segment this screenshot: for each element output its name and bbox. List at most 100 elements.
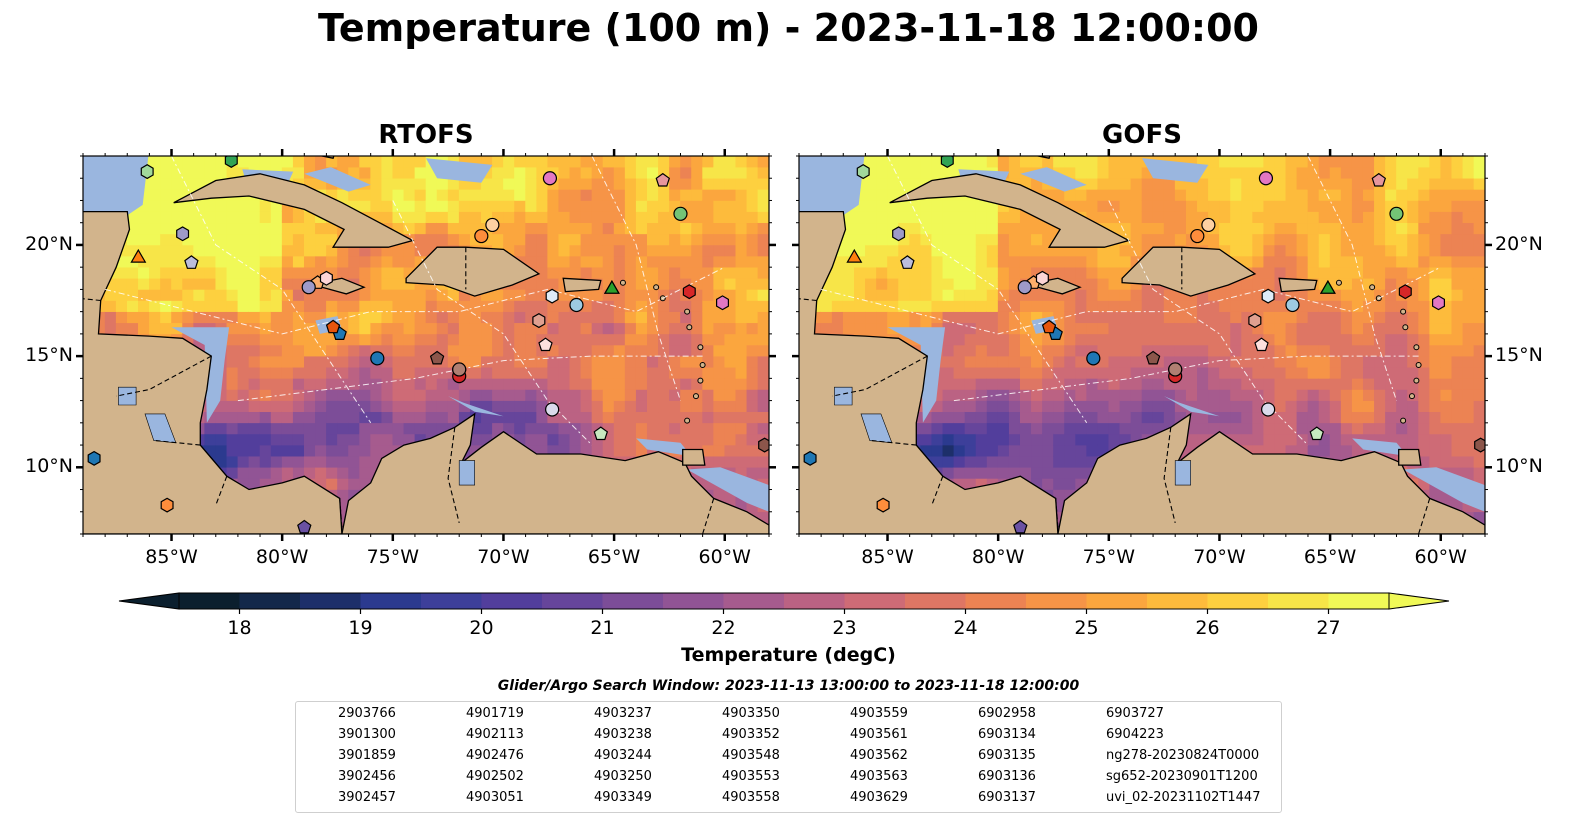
colorbar-tick-label: 21 <box>590 617 615 639</box>
map-marker-4903244 <box>673 206 688 221</box>
y-tick-label: 15°N <box>25 344 73 367</box>
map-marker-4903563 <box>184 255 199 269</box>
map-marker-sg652-20230901T1200 <box>846 248 863 263</box>
island <box>686 324 693 331</box>
island <box>1369 284 1376 291</box>
colorbar-segment <box>784 593 845 609</box>
island <box>619 279 626 286</box>
colorbar-tick-label: 26 <box>1195 617 1220 639</box>
map-marker-4903558 <box>319 270 333 286</box>
map-marker-3901300 <box>87 450 101 466</box>
map-marker-6903136 <box>532 313 546 329</box>
country-border <box>447 427 460 524</box>
island <box>697 377 704 384</box>
land <box>1278 277 1318 293</box>
island <box>1400 417 1407 424</box>
island <box>1408 393 1415 400</box>
x-tick-label: 80°W <box>255 546 309 568</box>
x-tick-label: 65°W <box>587 546 641 568</box>
colorbar-segment <box>1328 593 1390 609</box>
shallow-water <box>1142 158 1209 183</box>
colorbar <box>118 592 1450 614</box>
colorbar-tick-label: 22 <box>711 617 736 639</box>
island <box>1402 324 1409 331</box>
colorbar-label: Temperature (degC) <box>681 644 896 666</box>
map-panel-rtofs <box>76 149 776 541</box>
observation-markers <box>87 156 769 534</box>
country-border <box>215 476 228 506</box>
colorbar-segment <box>965 593 1027 609</box>
map-marker-4903559 <box>1013 519 1028 534</box>
map-marker-3901300 <box>803 450 817 466</box>
legend-entry-label: 3901300 <box>338 727 396 742</box>
map-marker-4902113 <box>474 228 489 244</box>
map-marker-4903244 <box>1389 206 1404 221</box>
colorbar-segment <box>723 593 785 609</box>
island <box>699 362 706 369</box>
map-marker-6902958 <box>758 437 769 453</box>
map-marker-uvi_02-20231102T1447 <box>1319 279 1336 294</box>
boundary-line <box>171 156 372 424</box>
map-marker-4903250 <box>856 164 870 180</box>
x-tick-label: 70°W <box>477 546 530 568</box>
legend-entry-label: 6902958 <box>978 706 1036 721</box>
map-marker-4901719 <box>1041 319 1057 334</box>
legend-entry-label: 4901719 <box>466 706 524 721</box>
map-marker-4902476 <box>160 497 174 513</box>
map-marker-6904223 <box>1431 295 1446 311</box>
shallow-water <box>426 158 493 183</box>
observation-markers <box>803 156 1485 534</box>
island <box>1335 279 1342 286</box>
legend-entry-label: 6903134 <box>978 727 1036 742</box>
country-border <box>931 476 944 506</box>
map-marker-4903237 <box>224 156 238 168</box>
y-tick-label: 10°N <box>1495 455 1543 478</box>
map-marker-4903352 <box>682 284 696 300</box>
colorbar-segment <box>663 593 724 609</box>
island <box>684 308 691 315</box>
y-tick-label: 10°N <box>25 455 73 478</box>
x-tick-label: 70°W <box>1193 546 1246 568</box>
search-window-text: Glider/Argo Search Window: 2023-11-13 13… <box>497 678 1080 694</box>
map-frame <box>798 155 1486 535</box>
map-marker-3902457 <box>1261 288 1275 304</box>
colorbar-segment <box>421 593 482 609</box>
boundary-line <box>820 266 1441 335</box>
legend-entry-label: 6903727 <box>1106 706 1164 721</box>
island <box>684 417 691 424</box>
x-tick-label: 75°W <box>1082 546 1136 568</box>
x-tick-label: 85°W <box>145 546 198 568</box>
legend-entry-label: 4903250 <box>594 769 652 784</box>
map-marker-4903250 <box>140 164 154 180</box>
legend-entry-label: 4903051 <box>466 790 524 805</box>
shallow-water <box>83 156 149 223</box>
boundary-line <box>887 156 1088 424</box>
colorbar-segment <box>239 593 301 609</box>
legend-entry-label: 4903559 <box>850 706 908 721</box>
legend-entry-label: 4903237 <box>594 706 652 721</box>
country-border <box>83 298 101 302</box>
map-marker-sg652-20230901T1200 <box>130 248 147 263</box>
island <box>697 344 704 351</box>
legend-entry-label: 4903629 <box>850 790 908 805</box>
shallow-water <box>887 327 946 423</box>
legend-entry-label: 4903561 <box>850 727 908 742</box>
colorbar-segment <box>1268 593 1329 609</box>
legend-entry-label: 4903352 <box>722 727 780 742</box>
lake <box>458 460 475 486</box>
x-tick-label: 80°W <box>971 546 1025 568</box>
boundary-line <box>591 156 681 401</box>
colorbar-segment <box>300 593 361 609</box>
map-marker-2903766 <box>1086 351 1101 366</box>
map-marker-4903352 <box>1398 284 1412 300</box>
colorbar-tick-label: 20 <box>469 617 494 639</box>
x-tick-label: 75°W <box>366 546 420 568</box>
country-border <box>702 498 715 534</box>
map-marker-4903548 <box>655 172 671 187</box>
legend-entry-label: 4903562 <box>850 748 908 763</box>
panel-title-rtofs: RTOFS <box>378 120 474 150</box>
country-border <box>799 298 817 302</box>
map-marker-4903559 <box>297 519 312 534</box>
map-marker-4903562 <box>892 226 906 242</box>
map-marker-4903051 <box>485 217 500 233</box>
